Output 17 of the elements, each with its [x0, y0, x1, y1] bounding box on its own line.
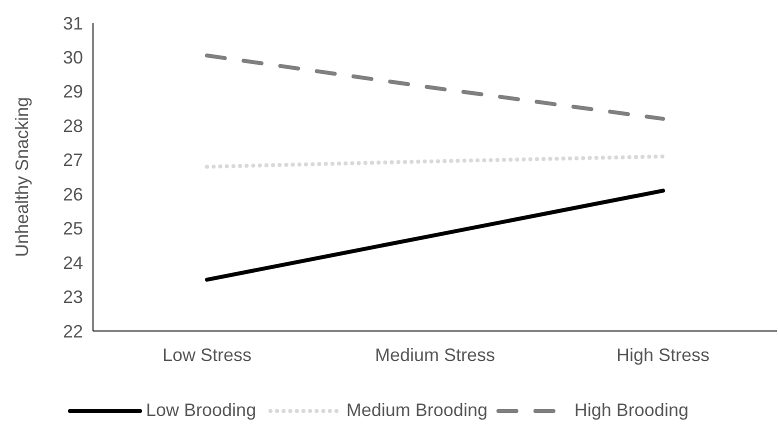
- legend-label: Low Brooding: [146, 400, 256, 420]
- y-tick-label: 29: [62, 82, 83, 102]
- y-tick-label: 25: [62, 218, 83, 239]
- legend-label: High Brooding: [574, 400, 688, 420]
- y-tick-label: 27: [62, 150, 83, 170]
- y-tick-label: 24: [62, 252, 83, 273]
- x-tick-label: Medium Stress: [374, 345, 496, 365]
- y-tick-label: 28: [62, 116, 83, 136]
- y-tick-label: 30: [62, 48, 83, 68]
- x-tick-label: High Stress: [616, 345, 710, 365]
- y-axis-title: Unhealthy Snacking: [12, 96, 32, 258]
- y-tick-label: 22: [62, 321, 83, 342]
- y-tick-label: 26: [62, 184, 83, 204]
- y-tick-label: 31: [62, 13, 83, 34]
- legend-label: Medium Brooding: [346, 400, 488, 420]
- y-tick-label: 23: [62, 287, 83, 308]
- x-tick-label: Low Stress: [162, 345, 252, 365]
